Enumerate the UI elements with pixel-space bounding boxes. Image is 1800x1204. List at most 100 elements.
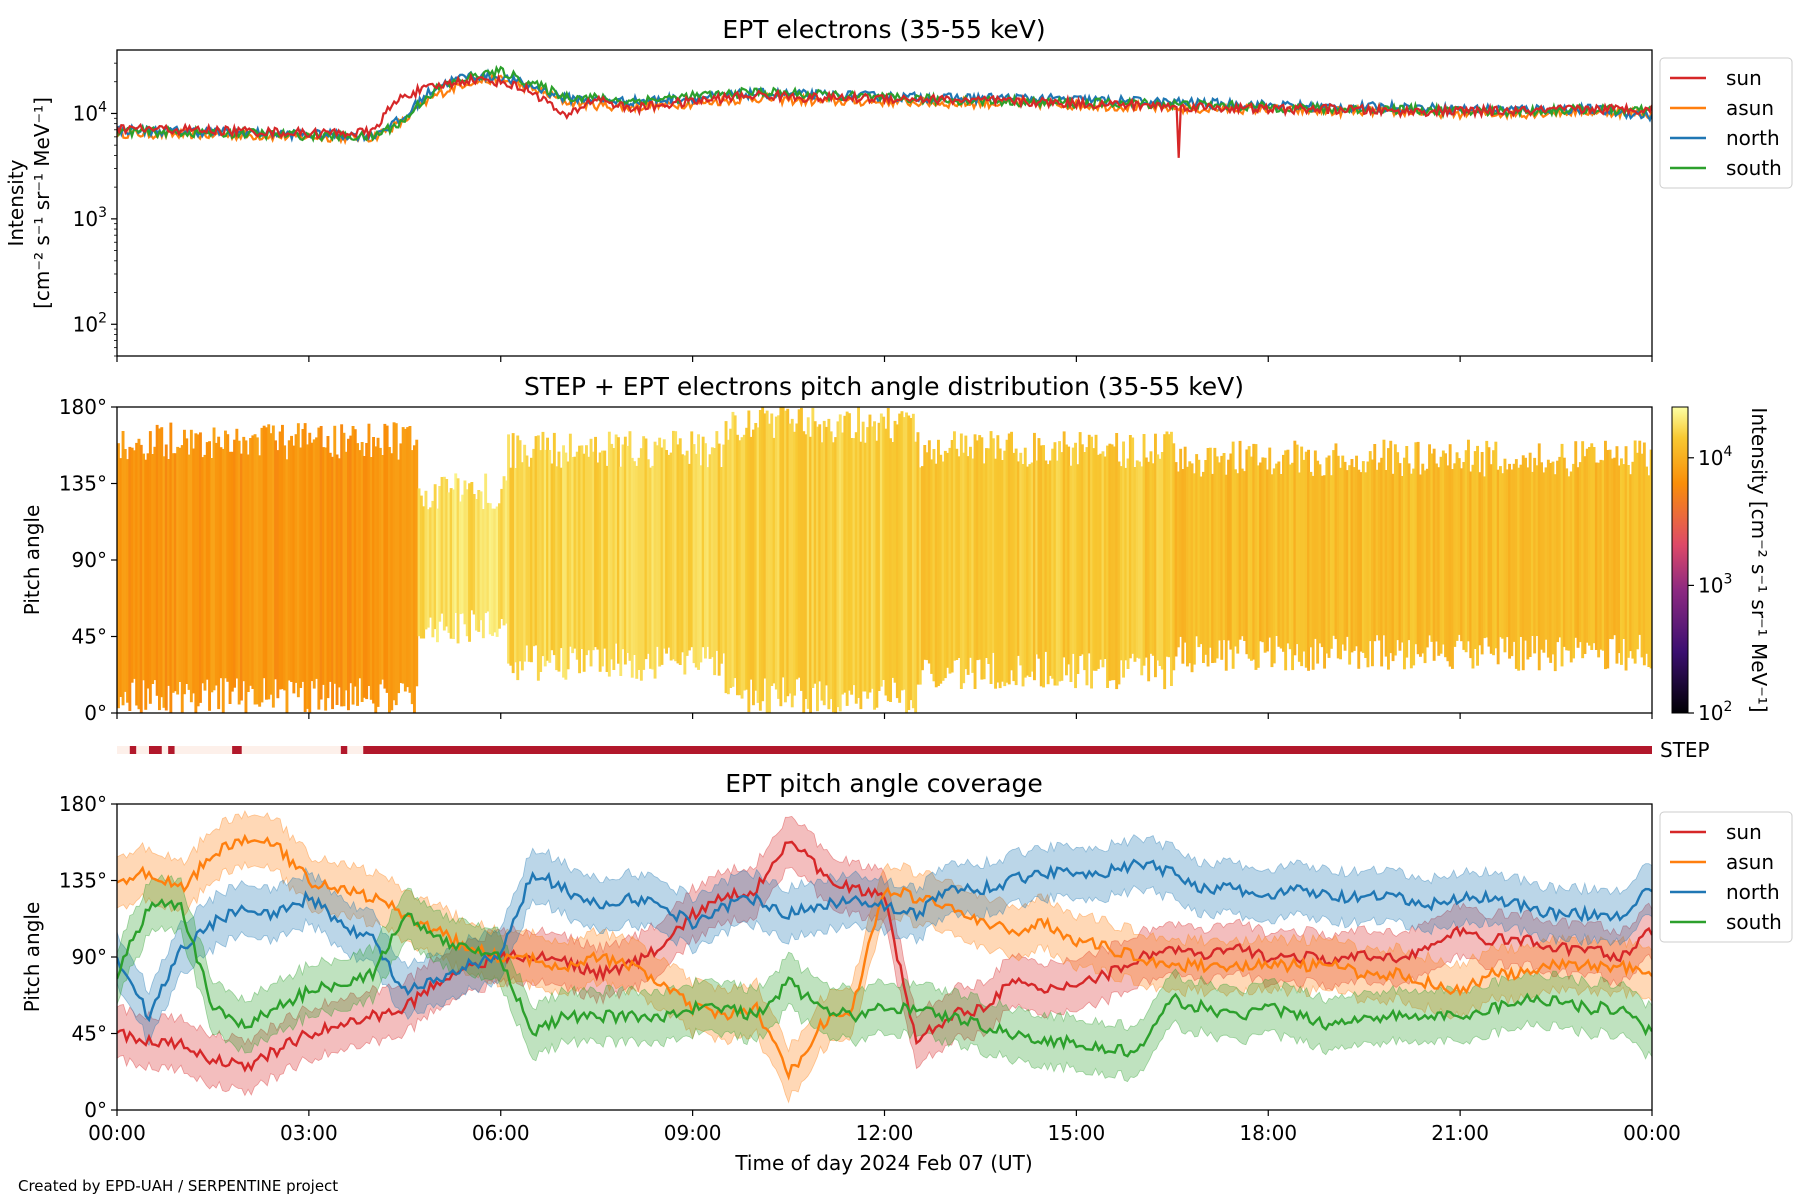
heatmap-cell xyxy=(479,491,483,621)
heatmap-cell xyxy=(665,450,668,654)
x-tick-label: 21:00 xyxy=(1431,1121,1489,1145)
heatmap-cell xyxy=(770,413,774,686)
heatmap-cell xyxy=(790,418,794,708)
heatmap-cell xyxy=(832,442,835,713)
heatmap-cell xyxy=(1035,460,1039,655)
p3-y-tick-label: 0° xyxy=(84,1098,107,1122)
heatmap-cell xyxy=(1030,462,1034,672)
heatmap-cell xyxy=(1135,460,1139,658)
heatmap-cell xyxy=(1005,439,1009,683)
heatmap-cell xyxy=(1003,450,1007,687)
heatmap-cell xyxy=(1229,453,1233,650)
heatmap-cell xyxy=(765,410,769,713)
heatmap-cell xyxy=(1112,446,1116,681)
heatmap-cell xyxy=(1517,467,1521,671)
heatmap-cell xyxy=(1110,444,1114,681)
heatmap-cell xyxy=(1282,454,1285,652)
heatmap-cell xyxy=(1017,461,1020,656)
heatmap-cell xyxy=(431,500,435,638)
heatmap-cell xyxy=(495,506,499,637)
heatmap-cell xyxy=(610,443,614,660)
heatmap-cell xyxy=(784,410,787,703)
heatmap-cell xyxy=(1291,462,1294,671)
heatmap-cell xyxy=(1067,446,1071,665)
heatmap-cell xyxy=(1028,464,1032,677)
series-band-south xyxy=(117,874,1652,1083)
panel1-title: EPT electrons (35-55 keV) xyxy=(722,15,1045,44)
heatmap-cell xyxy=(1471,464,1475,669)
heatmap-cell xyxy=(1295,444,1299,645)
heatmap-cell xyxy=(139,444,143,713)
heatmap-cell xyxy=(1071,447,1075,654)
heatmap-cell xyxy=(975,440,979,661)
heatmap-cell xyxy=(1128,435,1132,659)
heatmap-cell xyxy=(939,454,943,684)
heatmap-cell xyxy=(1012,452,1016,682)
heatmap-cell xyxy=(921,466,924,671)
heatmap-cell xyxy=(685,450,689,656)
panel3-ylabel: Pitch angle xyxy=(20,902,44,1013)
heatmap-cell xyxy=(793,431,796,696)
heatmap-cell xyxy=(422,506,426,639)
heatmap-cell xyxy=(217,436,221,710)
heatmap-cell xyxy=(619,466,623,676)
heatmap-cell xyxy=(1366,461,1370,668)
x-tick-label: 12:00 xyxy=(856,1121,914,1145)
heatmap-cell xyxy=(1311,475,1315,670)
heatmap-cell xyxy=(180,445,184,713)
heatmap-cell xyxy=(916,432,920,685)
heatmap-cell xyxy=(185,438,189,684)
heatmap-cell xyxy=(953,431,956,661)
heatmap-cell xyxy=(1357,469,1361,669)
heatmap-cell xyxy=(1195,454,1199,637)
heatmap-cell xyxy=(1419,474,1422,657)
heatmap-cell xyxy=(132,450,136,679)
series-line-north xyxy=(117,858,1652,1023)
heatmap-cell xyxy=(1382,439,1386,636)
p1-y-tick-label: 102 xyxy=(73,310,107,336)
heatmap-cell xyxy=(1510,469,1514,657)
legend-label-sun: sun xyxy=(1726,820,1762,844)
heatmap-cell xyxy=(1252,443,1256,660)
heatmap-cell xyxy=(374,446,378,713)
heatmap-cell xyxy=(1094,434,1098,671)
heatmap-cell xyxy=(873,421,876,710)
heatmap-cell xyxy=(1551,461,1555,655)
heatmap-cell xyxy=(281,424,284,690)
heatmap-cell xyxy=(898,413,902,703)
heatmap-cell xyxy=(854,432,858,704)
heatmap-cell xyxy=(1208,447,1212,648)
heatmap-cell xyxy=(283,445,287,691)
heatmap-cell xyxy=(233,439,236,688)
heatmap-cell xyxy=(1199,476,1203,645)
heatmap-cell xyxy=(151,454,155,684)
heatmap-cell xyxy=(333,425,337,684)
heatmap-cell xyxy=(312,439,316,689)
heatmap-cell xyxy=(1613,457,1617,636)
heatmap-cell xyxy=(733,415,737,679)
heatmap-cell xyxy=(317,427,321,710)
heatmap-cell xyxy=(481,509,485,639)
heatmap-cell xyxy=(1078,432,1082,656)
heatmap-cell xyxy=(1323,475,1326,669)
heatmap-cell xyxy=(447,492,451,633)
heatmap-cell xyxy=(1553,474,1557,672)
heatmap-cell xyxy=(626,445,630,653)
heatmap-cell xyxy=(591,451,595,651)
heatmap-cell xyxy=(1131,437,1135,654)
heatmap-cell xyxy=(1601,460,1605,651)
x-axis-label: Time of day 2024 Feb 07 (UT) xyxy=(734,1151,1032,1175)
panel3-x-ticks: 00:00 03:00 06:00 09:00 12:00 15:00 18:00 21:00… xyxy=(88,1110,1681,1145)
heatmap-cell xyxy=(1398,463,1402,651)
heatmap-cell xyxy=(877,422,881,691)
heatmap-cell xyxy=(201,457,205,684)
legend-label-asun: asun xyxy=(1726,850,1774,874)
heatmap-cell xyxy=(246,454,250,692)
heatmap-cell xyxy=(417,488,421,637)
heatmap-cell xyxy=(1053,442,1057,686)
heatmap-cell xyxy=(335,454,339,705)
heatmap-cell xyxy=(123,449,127,692)
heatmap-cell xyxy=(403,428,407,692)
heatmap-cell xyxy=(802,431,806,713)
legend-label-south: south xyxy=(1726,910,1782,934)
